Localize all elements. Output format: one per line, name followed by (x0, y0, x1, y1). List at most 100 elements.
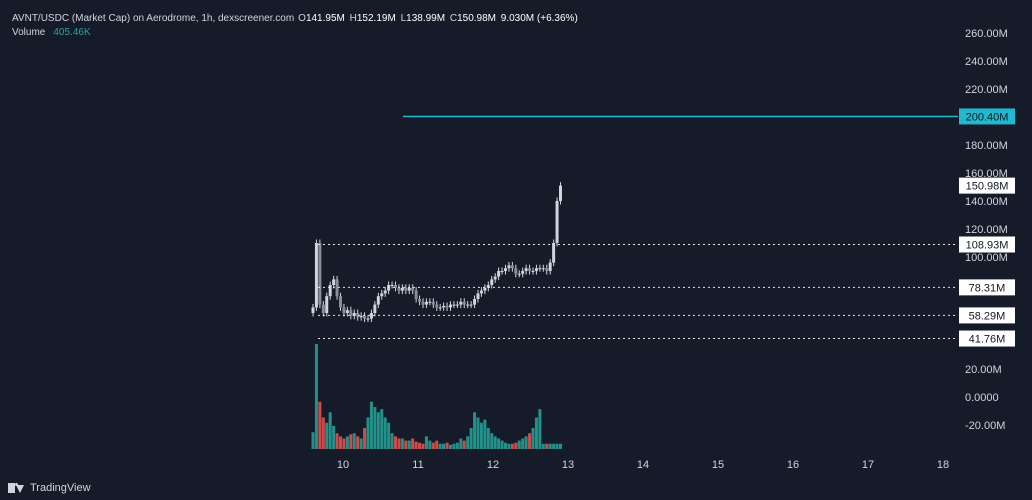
candle-body (493, 276, 497, 280)
high-value: 152.19M (356, 13, 396, 24)
level-label: 58.29M (969, 310, 1006, 322)
candle-body (490, 279, 494, 285)
volume-bar (359, 438, 363, 449)
level-label: 108.93M (966, 239, 1009, 251)
volume-bar (390, 433, 394, 449)
candle-body (524, 268, 528, 271)
x-tick-label: 10 (337, 459, 349, 471)
x-tick-label: 18 (937, 459, 949, 471)
candle-body (462, 301, 466, 305)
volume-bar (462, 440, 466, 449)
candle-body (363, 315, 367, 319)
close-label: C (449, 13, 458, 24)
chart-legend: AVNT/USDC (Market Cap) on Aerodrome, 1h,… (12, 12, 580, 40)
volume-bar (407, 440, 411, 449)
volume-bar (541, 443, 545, 449)
y-tick-label: 160.00M (965, 168, 1008, 180)
volume-bar (442, 443, 446, 449)
volume-bar (352, 433, 356, 449)
candle-body (352, 313, 356, 316)
candle-body (325, 296, 329, 313)
volume-bar (545, 443, 549, 449)
level-label: 78.31M (969, 282, 1006, 294)
x-tick-label: 16 (787, 459, 799, 471)
candle-body (452, 304, 456, 306)
volume-bar (366, 417, 370, 449)
symbol-title[interactable]: AVNT/USDC (Market Cap) on Aerodrome, 1h,… (12, 13, 295, 24)
candle-body (538, 268, 542, 270)
y-tick-label: 100.00M (965, 252, 1008, 264)
volume-bar (476, 417, 480, 449)
volume-bar (455, 442, 459, 449)
volume-bar (404, 440, 408, 449)
candle-body (514, 268, 518, 274)
candle-body (373, 304, 377, 313)
volume-bar (438, 443, 442, 449)
candle-body (390, 285, 394, 286)
candle-body (548, 262, 552, 271)
y-tick-label: 120.00M (965, 224, 1008, 236)
candle-body (332, 279, 336, 285)
candle-body (411, 287, 415, 291)
volume-bar (510, 443, 514, 449)
volume-bar (493, 436, 497, 449)
candle-body (394, 285, 397, 288)
volume-bar (466, 436, 470, 449)
level-tag (959, 236, 1015, 253)
low-label: L (400, 13, 407, 24)
volume-bar (363, 428, 367, 449)
price-labels: 200.40M 108.93M 78.31M 58.29M 41.76M 150.98M (959, 108, 1015, 347)
candle-body (431, 301, 435, 305)
candle-body (541, 268, 545, 270)
candle-body (421, 301, 425, 305)
y-tick-label: 220.00M (965, 84, 1008, 96)
x-axis: 10 11 12 13 14 15 16 17 18 (337, 459, 949, 471)
volume-bar (445, 442, 449, 449)
volume-bar (397, 438, 401, 449)
volume-bar (528, 433, 532, 449)
candle-body (534, 268, 538, 271)
y-axis: 260.00M240.00M220.00M200.00M180.00M160.0… (965, 28, 1008, 432)
candle-body (339, 296, 342, 308)
candle-body (407, 287, 411, 291)
target-level-label: 200.40M (966, 111, 1009, 123)
volume-bar (342, 438, 346, 449)
volume-bar (428, 440, 432, 449)
volume-bar (418, 442, 422, 449)
candle-body (369, 313, 373, 319)
volume-bar (469, 428, 473, 449)
volume-bar (559, 443, 562, 449)
x-tick-label: 11 (412, 459, 423, 471)
volume-bar (538, 409, 542, 449)
candle-body (380, 293, 384, 297)
y-tick-label: 180.00M (965, 140, 1008, 152)
candle-body (555, 201, 559, 243)
volume-bar (400, 438, 404, 449)
x-tick-label: 15 (712, 459, 724, 471)
volume-bar (548, 443, 552, 449)
candle-body (404, 287, 408, 291)
candle-body (473, 299, 477, 305)
candle-body (376, 296, 380, 305)
level-label: 41.76M (969, 334, 1006, 346)
candle-body (483, 287, 487, 291)
volume-bar (325, 422, 329, 449)
candle-body (311, 307, 315, 313)
low-value: 138.99M (406, 13, 446, 24)
volume-bar (311, 432, 315, 449)
volume-bar (349, 434, 353, 449)
candle-body (335, 279, 339, 297)
volume-bar (328, 412, 332, 449)
candle-body (414, 290, 418, 299)
volume-bar (534, 417, 538, 449)
volume-bar (483, 419, 487, 449)
volume-bar (486, 428, 490, 449)
volume-bar (552, 443, 556, 449)
volume-bar (507, 443, 511, 449)
candle-body (400, 287, 404, 291)
x-tick-label: 17 (862, 459, 874, 471)
volume-bar (524, 436, 528, 449)
volume-label[interactable]: Volume (12, 27, 46, 38)
tradingview-logo[interactable]: TradingView (8, 482, 91, 494)
